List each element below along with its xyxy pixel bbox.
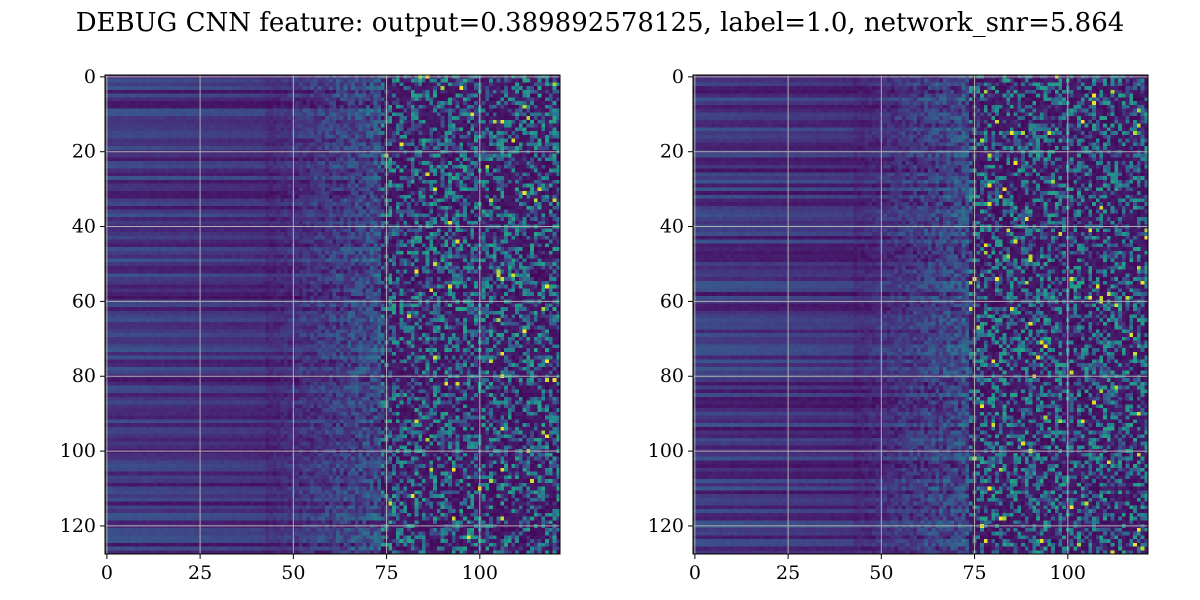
x-tick-label: 100	[462, 562, 498, 584]
heatmap-image	[105, 75, 560, 554]
y-tick-label: 80	[660, 365, 684, 387]
y-tick-label: 0	[84, 66, 96, 88]
y-tick-label: 60	[72, 290, 96, 312]
y-tick-label: 100	[648, 440, 684, 462]
y-tick-label: 40	[72, 216, 96, 238]
axes-frame	[692, 74, 1149, 555]
x-tick-label: 50	[281, 562, 305, 584]
y-tick-label: 0	[672, 66, 684, 88]
y-tick-label: 80	[72, 365, 96, 387]
x-tick-label: 75	[962, 562, 986, 584]
axes-frame	[104, 74, 561, 555]
y-tick-label: 20	[660, 141, 684, 163]
x-tick-label: 75	[374, 562, 398, 584]
y-tick-label: 120	[60, 515, 96, 537]
y-tick-label: 120	[648, 515, 684, 537]
figure-title: DEBUG CNN feature: output=0.389892578125…	[75, 8, 1125, 38]
y-tick-label: 20	[72, 141, 96, 163]
x-tick-label: 100	[1050, 562, 1086, 584]
x-tick-label: 0	[689, 562, 701, 584]
heatmap-image	[693, 75, 1148, 554]
x-tick-label: 50	[869, 562, 893, 584]
x-tick-label: 25	[776, 562, 800, 584]
y-tick-label: 40	[660, 216, 684, 238]
y-tick-label: 60	[660, 290, 684, 312]
x-tick-label: 25	[188, 562, 212, 584]
y-tick-label: 100	[60, 440, 96, 462]
x-tick-label: 0	[101, 562, 113, 584]
